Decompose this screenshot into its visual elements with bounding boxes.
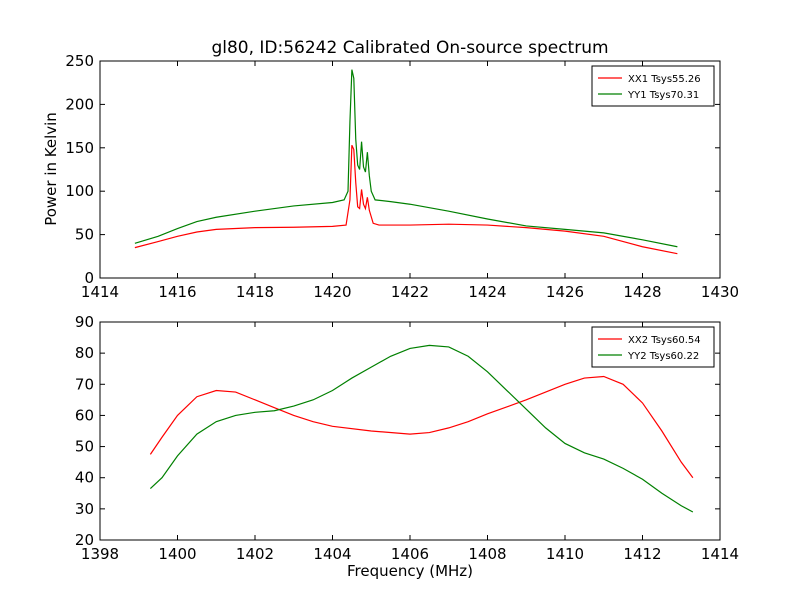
series-line-1-1 bbox=[134, 144, 678, 255]
series-line-2-2 bbox=[149, 344, 694, 513]
y-axis-label: Power in Kelvin bbox=[42, 112, 60, 226]
y-tick-label: 30 bbox=[75, 500, 94, 518]
y-tick-label: 80 bbox=[75, 344, 94, 362]
x-tick-label: 1418 bbox=[236, 283, 274, 301]
legend-box bbox=[591, 65, 715, 107]
x-tick-label: 1414 bbox=[701, 545, 739, 563]
x-tick-label: 1428 bbox=[623, 283, 661, 301]
y-tick-label: 20 bbox=[75, 531, 94, 549]
series-line-2-1 bbox=[149, 375, 694, 479]
y-tick-label: 200 bbox=[65, 95, 94, 113]
y-tick-label: 60 bbox=[75, 406, 94, 424]
y-tick-label: 90 bbox=[75, 313, 94, 331]
plot-frame bbox=[99, 321, 721, 541]
series-line-1-2 bbox=[134, 69, 678, 248]
panel-1: 1414 1416 1418 1420 1422 1424 1426 1428 1430 0 50 1… bbox=[65, 52, 739, 301]
x-tick-label: 1398 bbox=[81, 545, 119, 563]
legend-label: XX1 Tsys55.26 bbox=[628, 74, 701, 85]
y-tick-label: 250 bbox=[65, 52, 94, 70]
x-tick-label: 1414 bbox=[81, 283, 119, 301]
x-tick-label: 1400 bbox=[158, 545, 196, 563]
y-tick-label: 50 bbox=[75, 226, 94, 244]
x-tick-label: 1406 bbox=[391, 545, 429, 563]
x-tick-label: 1408 bbox=[468, 545, 506, 563]
x-tick-label: 1426 bbox=[546, 283, 584, 301]
x-tick-label: 1422 bbox=[391, 283, 429, 301]
x-tick-label: 1416 bbox=[158, 283, 196, 301]
x-tick-label: 1402 bbox=[236, 545, 274, 563]
x-tick-label: 1412 bbox=[623, 545, 661, 563]
legend: XX1 Tsys55.26 YY1 Tsys70.31 bbox=[591, 65, 715, 107]
chart-title: gl80, ID:56242 Calibrated On-source spec… bbox=[211, 38, 608, 58]
x-tick-label: 1410 bbox=[546, 545, 584, 563]
legend-label: YY2 Tsys60.22 bbox=[627, 351, 699, 362]
legend-label: YY1 Tsys70.31 bbox=[627, 90, 699, 101]
legend-label: XX2 Tsys60.54 bbox=[628, 335, 701, 346]
x-tick-label: 1424 bbox=[468, 283, 506, 301]
chart-panels: 1414 1416 1418 1420 1422 1424 1426 1428 14300501… bbox=[65, 52, 739, 563]
panel-2: 1398 1400 1402 1404 1406 1408 1410 1412 1414 20 30… bbox=[75, 313, 739, 563]
y-tick-label: 70 bbox=[75, 375, 94, 393]
y-tick-label: 150 bbox=[65, 139, 94, 157]
legend: XX2 Tsys60.54 YY2 Tsys60.22 bbox=[591, 326, 715, 368]
legend-box bbox=[591, 326, 715, 368]
y-tick-label: 0 bbox=[84, 269, 94, 287]
y-tick-label: 100 bbox=[65, 182, 94, 200]
y-tick-label: 40 bbox=[75, 469, 94, 487]
x-tick-label: 1420 bbox=[313, 283, 351, 301]
x-tick-label: 1430 bbox=[701, 283, 739, 301]
y-tick-label: 50 bbox=[75, 438, 94, 456]
x-tick-label: 1404 bbox=[313, 545, 351, 563]
x-axis-label: Frequency (MHz) bbox=[347, 562, 473, 580]
plot-frame bbox=[99, 60, 721, 279]
